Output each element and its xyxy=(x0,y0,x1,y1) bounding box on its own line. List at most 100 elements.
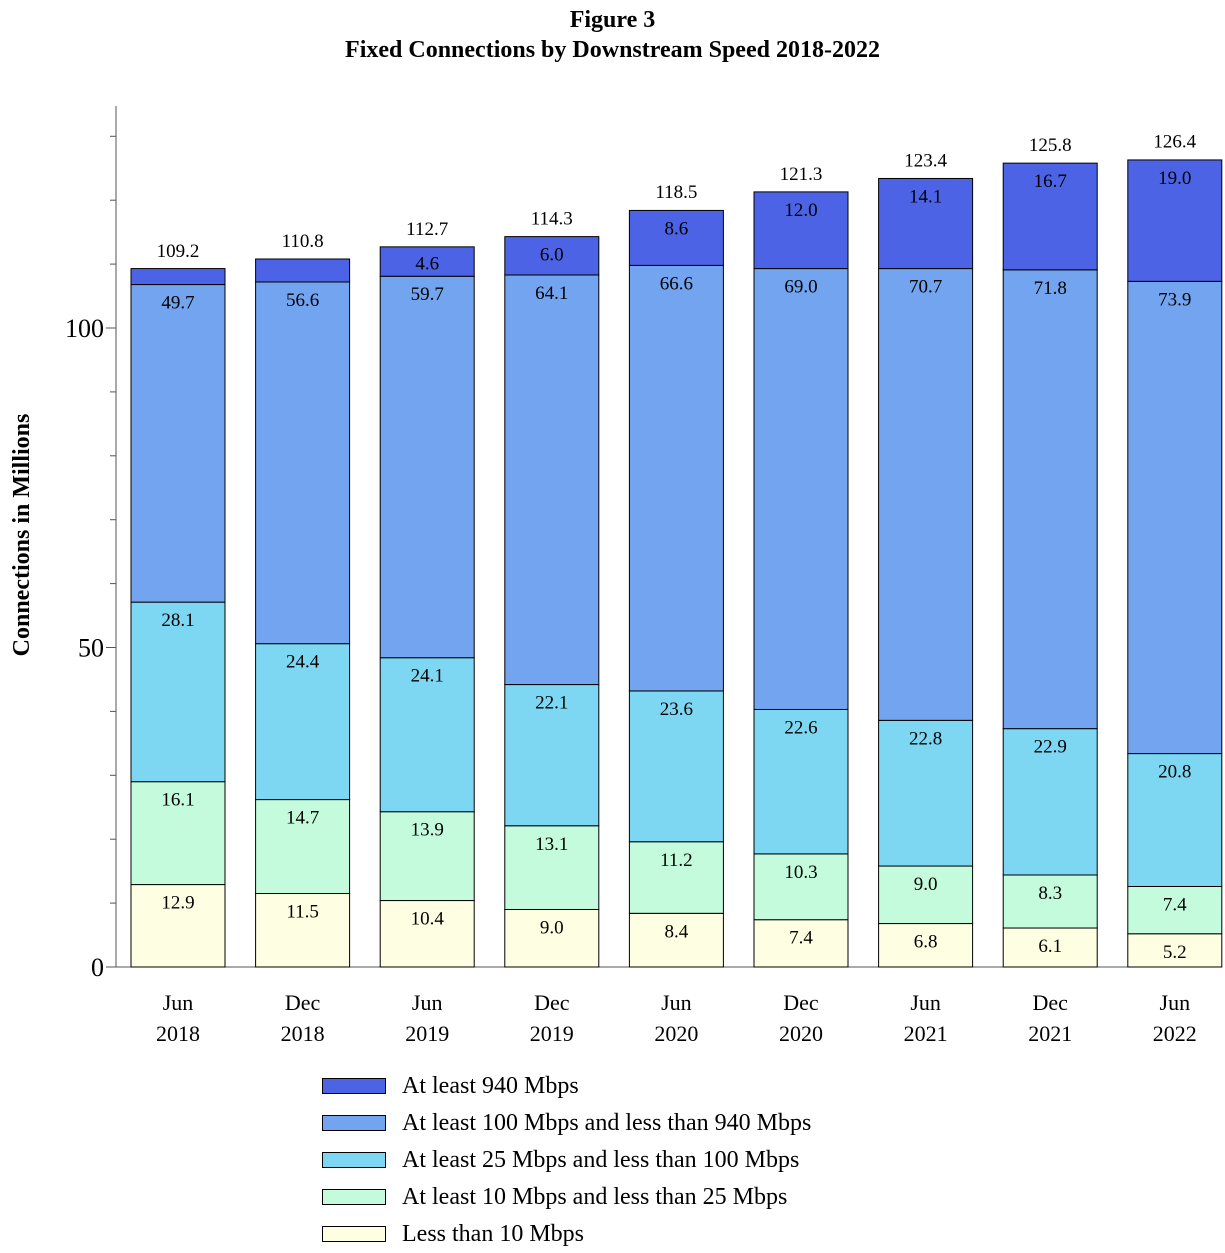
segment-value-label: 9.0 xyxy=(540,917,564,938)
segment-value-label: 5.2 xyxy=(1163,942,1187,963)
legend-swatch xyxy=(322,1152,386,1168)
total-value-label: 121.3 xyxy=(780,164,823,185)
x-tick-label-year: 2020 xyxy=(654,1021,698,1046)
segment-value-label: 11.2 xyxy=(660,850,693,871)
chart-title-line2: Fixed Connections by Downstream Speed 20… xyxy=(345,37,880,63)
bars xyxy=(130,159,1223,968)
bar-segment xyxy=(878,923,974,968)
x-tick-label-year: 2021 xyxy=(1028,1021,1072,1046)
legend-swatch xyxy=(322,1115,386,1131)
legend-label: At least 25 Mbps and less than 100 Mbps xyxy=(402,1147,800,1173)
segment-value-label: 69.0 xyxy=(784,277,817,298)
x-tick-label-year: 2018 xyxy=(281,1021,325,1046)
x-tick-label-month: Jun xyxy=(910,990,941,1015)
bar-segment xyxy=(628,912,724,968)
bar-segment xyxy=(255,893,351,968)
legend-swatch xyxy=(322,1189,386,1205)
bar-segment xyxy=(379,900,475,968)
bar-segment xyxy=(628,264,724,692)
segment-value-label: 16.1 xyxy=(161,790,194,811)
bar-segment xyxy=(379,246,475,277)
segment-value-label: 22.6 xyxy=(784,717,817,738)
legend-label: Less than 10 Mbps xyxy=(402,1221,584,1247)
bar-segment xyxy=(130,884,226,968)
segment-value-label: 16.7 xyxy=(1034,171,1067,192)
total-value-label: 123.4 xyxy=(904,150,947,171)
axes: 0 50 100 Connections in Millions Jun 2018 Dec 2… xyxy=(9,106,1222,1046)
bar-segment xyxy=(1002,927,1098,968)
segment-value-label: 22.9 xyxy=(1034,737,1067,758)
segment-value-label: 49.7 xyxy=(161,293,194,314)
segment-value-label: 14.1 xyxy=(909,186,942,207)
segment-value-label: 64.1 xyxy=(535,283,568,304)
segment-value-label: 24.1 xyxy=(411,666,444,687)
x-tick-label-year: 2020 xyxy=(779,1021,823,1046)
bar-segment xyxy=(379,811,475,902)
segment-value-label: 66.6 xyxy=(660,273,693,294)
bar-segment xyxy=(878,268,974,721)
bar-segment xyxy=(1127,933,1223,968)
segment-value-label: 12.9 xyxy=(161,893,194,914)
x-tick-label-year: 2019 xyxy=(405,1021,449,1046)
segment-value-label: 56.6 xyxy=(286,290,319,311)
chart-title-line1: Figure 3 xyxy=(569,7,656,33)
segment-value-label: 12.0 xyxy=(784,200,817,221)
bar-segment xyxy=(130,284,226,603)
x-tick-label-year: 2018 xyxy=(156,1021,200,1046)
segment-value-label: 8.4 xyxy=(665,921,689,942)
bar-segment xyxy=(255,281,351,645)
bar-segment xyxy=(379,275,475,659)
bar-segment xyxy=(504,825,600,910)
segment-value-label: 6.1 xyxy=(1038,936,1062,957)
x-tick-label-month: Jun xyxy=(163,990,194,1015)
x-tick-label-year: 2019 xyxy=(530,1021,574,1046)
segment-value-label: 19.0 xyxy=(1158,168,1191,189)
bar-segment xyxy=(504,274,600,686)
x-tick-label-year: 2022 xyxy=(1153,1021,1197,1046)
y-tick-label: 50 xyxy=(78,634,104,663)
segment-value-label: 6.0 xyxy=(540,245,564,266)
segment-value-label: 13.1 xyxy=(535,834,568,855)
x-tick-label-month: Dec xyxy=(285,990,321,1015)
segment-value-label: 6.8 xyxy=(914,932,938,953)
segment-value-label: 8.6 xyxy=(665,218,689,239)
data-labels: 12.9 16.1 28.1 49.7 109.2 11.5 14.7 24.4 56.6 110… xyxy=(157,131,1197,962)
total-value-label: 114.3 xyxy=(531,209,573,230)
segment-value-label: 14.7 xyxy=(286,808,319,829)
segment-value-label: 22.1 xyxy=(535,693,568,714)
bar-segment xyxy=(1002,269,1098,730)
segment-value-label: 59.7 xyxy=(411,284,444,305)
x-tick-label-month: Jun xyxy=(1160,990,1191,1015)
bar-segment xyxy=(1002,874,1098,929)
legend-label: At least 10 Mbps and less than 25 Mbps xyxy=(402,1184,788,1210)
total-value-label: 110.8 xyxy=(282,231,324,252)
y-tick-label: 100 xyxy=(65,314,104,343)
x-tick-label-month: Jun xyxy=(412,990,443,1015)
bar-segment xyxy=(1127,885,1223,935)
legend-swatch xyxy=(322,1078,386,1094)
bar-segment xyxy=(753,919,849,968)
total-value-label: 112.7 xyxy=(406,219,448,240)
total-value-label: 126.4 xyxy=(1153,131,1196,152)
bar-segment xyxy=(878,177,974,270)
bar-segment xyxy=(1002,162,1098,271)
legend-label: At least 940 Mbps xyxy=(402,1073,579,1099)
bar-segment xyxy=(1127,159,1223,282)
bar-segment xyxy=(753,268,849,710)
bar-segment xyxy=(255,258,351,283)
total-value-label: 109.2 xyxy=(157,241,200,262)
segment-value-label: 22.8 xyxy=(909,728,942,749)
x-tick-label-month: Jun xyxy=(661,990,692,1015)
x-tick-label-year: 2021 xyxy=(904,1021,948,1046)
segment-value-label: 7.4 xyxy=(1163,894,1187,915)
bar-segment xyxy=(628,209,724,266)
bar-segment xyxy=(379,657,475,813)
segment-value-label: 28.1 xyxy=(161,610,194,631)
total-value-label: 118.5 xyxy=(655,182,697,203)
bar-segment xyxy=(504,908,600,968)
x-tick-label-month: Dec xyxy=(534,990,570,1015)
legend-swatch xyxy=(322,1226,386,1242)
segment-value-label: 13.9 xyxy=(411,820,444,841)
bar-segment xyxy=(1002,728,1098,876)
